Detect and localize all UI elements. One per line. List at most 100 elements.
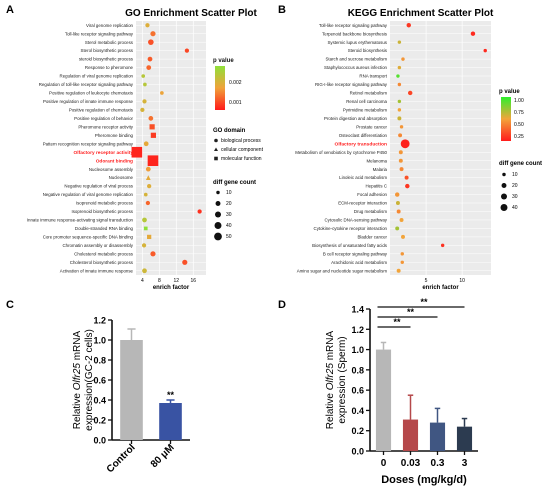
data-point [400, 139, 410, 149]
bar [120, 340, 143, 440]
y-tick-label: Sterol biosynthetic process [81, 48, 134, 53]
y-tick-label: Retinol metabolism [350, 91, 388, 96]
data-point [397, 65, 402, 70]
data-point [404, 175, 409, 180]
plot-background [136, 21, 206, 275]
y-tick-label: Prostate cancer [356, 124, 387, 129]
y-tick-label: Positive regulation of chemotaxis [69, 108, 134, 113]
y-tick-label: 0.8 [93, 356, 106, 366]
data-point [396, 268, 401, 273]
y-tick-label: Pyrimidine metabolism [343, 108, 388, 113]
y-tick-label: Toll-like receptor signaling pathway [319, 23, 388, 28]
x-tick-label: 0.3 [431, 458, 445, 469]
data-point [145, 23, 150, 28]
legend-size-marker [214, 222, 222, 229]
y-tick-label: Pattern recognition receptor signaling p… [43, 141, 134, 146]
data-point [149, 124, 155, 130]
y-tick-label: Isoprenoid biosynthetic process [71, 209, 133, 214]
legend-size-title: diff gene count [213, 180, 256, 186]
y-tick-label: Bladder cancer [357, 235, 387, 240]
y-tick-label: Cholesterol metabolic process [74, 251, 134, 256]
data-point [397, 116, 402, 121]
y-tick-label: Innate immune response-activating signal… [27, 218, 134, 223]
x-tick-label: Control [105, 442, 138, 475]
panel-label-a: A [6, 4, 14, 16]
y-tick-label: 1.4 [351, 305, 364, 315]
y-tick-label: 1.2 [351, 325, 364, 335]
data-point [401, 57, 405, 61]
data-point [395, 226, 400, 231]
panel-label-c: C [6, 299, 14, 311]
chart-title: GO Enrichment Scatter Plot [125, 8, 257, 19]
data-point [143, 82, 147, 87]
data-point [143, 226, 148, 231]
y-axis-label: Relative Olfr25 mRNA [325, 330, 336, 429]
data-point [396, 209, 401, 214]
y-tick-label: Pheromone binding [95, 133, 134, 138]
data-point [401, 234, 405, 239]
y-tick-label: RIG-I-like receptor signaling pathway [315, 82, 388, 87]
legend-size-label: 30 [226, 212, 232, 218]
y-tick-label: steroid biosynthetic process [79, 57, 134, 62]
data-point [397, 108, 402, 112]
y-tick-label: Metabolism of xenobiotics by cytochrome … [295, 150, 387, 155]
x-axis-label: enrich factor [422, 285, 459, 291]
legend-domain-marker [214, 147, 218, 151]
data-point [406, 23, 411, 28]
y-tick-label: Double-stranded RNA binding [75, 226, 134, 231]
data-point [148, 115, 154, 121]
y-tick-label: Cytokine-cytokine receptor interaction [314, 226, 388, 231]
significance-label: ** [393, 317, 401, 327]
legend-pvalue-tick: 0.75 [514, 110, 524, 116]
data-point [397, 40, 402, 44]
y-tick-label: Cytosolic DNA-sensing pathway [325, 218, 388, 223]
data-point [142, 268, 147, 274]
y-tick-label: Negative regulation of viral genome repl… [43, 192, 134, 197]
legend-size-label: 40 [226, 223, 232, 229]
y-tick-label: Nucleosome assembly [89, 167, 134, 172]
data-point [131, 146, 143, 158]
legend-size-marker [501, 183, 507, 188]
y-tick-label: 0.6 [93, 376, 106, 386]
legend-size-marker [214, 211, 222, 218]
legend-pvalue-bar [501, 97, 511, 141]
y-tick-label: Regulation of toll-like receptor signali… [39, 82, 134, 87]
x-axis-label: enrich factor [153, 285, 190, 291]
data-point [147, 234, 152, 240]
data-point [197, 209, 202, 214]
panel-label-d: D [278, 299, 286, 311]
y-tick-label: Staphylococcus aureus infection [324, 65, 388, 70]
y-tick-label: Chromatin assembly or disassembly [62, 243, 133, 248]
legend-pvalue-title: p value [499, 89, 520, 95]
legend-size-label: 40 [512, 205, 518, 211]
data-point [399, 167, 404, 172]
data-point [147, 155, 159, 167]
y-tick-label: Systemic lupus erythematosus [327, 40, 387, 45]
data-point [147, 56, 153, 62]
y-tick-label: 0.2 [351, 426, 364, 436]
y-tick-label: Focal adhesion [357, 192, 387, 197]
x-tick-label: 8 [158, 278, 161, 284]
data-point [146, 65, 152, 70]
legend-size-marker [500, 193, 508, 200]
chart-title: KEGG Enrichment Scatter Plot [348, 8, 494, 19]
data-point [400, 260, 404, 265]
y-tick-label: Pheromone receptor activity [78, 124, 133, 129]
data-point [398, 133, 403, 138]
y-tick-label: Core promoter sequence-specific DNA bind… [43, 235, 134, 240]
significance-label: ** [167, 390, 175, 400]
data-point [397, 99, 402, 104]
x-tick-label: 0 [381, 458, 387, 469]
y-tick-label: Nucleosome [109, 175, 134, 180]
legend-size-marker [216, 190, 220, 195]
y-tick-label: Regulation of viral genome replication [60, 74, 134, 79]
y-tick-label: Negative regulation of viral process [64, 184, 133, 189]
data-point [145, 200, 151, 206]
legend-domain-marker [214, 156, 218, 161]
y-axis-label: Relative Olfr25 mRNA [72, 330, 83, 429]
legend-size-marker [502, 172, 506, 177]
y-tick-label: Activation of innate immune response [60, 268, 134, 273]
y-tick-label: Arachidonic acid metabolism [331, 260, 387, 265]
plot-background [390, 21, 491, 275]
